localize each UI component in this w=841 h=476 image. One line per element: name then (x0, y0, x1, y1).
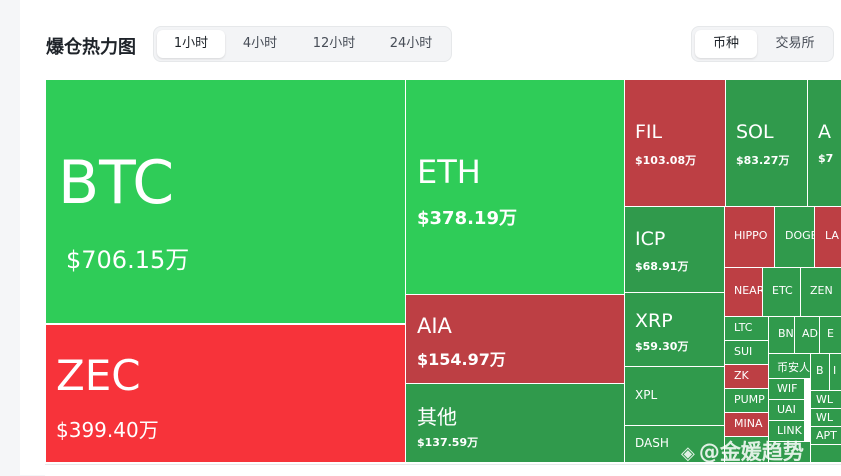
tile-pump[interactable]: PUMP (724, 388, 769, 413)
tile-symbol: SUI (734, 345, 753, 358)
tile-zk[interactable]: ZK (724, 364, 769, 389)
tile-symbol: B (816, 364, 824, 377)
tab-12h[interactable]: 12小时 (312, 36, 356, 51)
tile-zec[interactable]: ZEC $399.40万 (45, 324, 406, 462)
tile-wl-1[interactable]: WL (810, 390, 841, 409)
tile-others[interactable]: 其他 $137.59万 (405, 383, 625, 462)
tile-filler-3 (810, 444, 841, 462)
tile-symbol: BTC (58, 148, 175, 218)
tile-symbol: WL (816, 411, 834, 424)
tile-symbol: ETH (417, 153, 481, 191)
tile-amount: $59.30万 (635, 340, 689, 353)
tile-symbol: E (827, 327, 834, 340)
tile-amount: $103.08万 (635, 154, 697, 167)
tile-sui[interactable]: SUI (724, 340, 769, 365)
tile-symbol: XPL (635, 388, 658, 402)
tile-symbol: FIL (635, 121, 663, 143)
tile-aia[interactable]: AIA $154.97万 (405, 294, 625, 384)
time-range-tabs: 1小时 4小时 12小时 24小时 (153, 26, 452, 62)
view-mode-tabs: 币种 交易所 (691, 26, 834, 62)
tab-24h[interactable]: 24小时 (389, 36, 433, 51)
tab-4h[interactable]: 4小时 (242, 36, 278, 51)
tile-icp[interactable]: ICP $68.91万 (624, 206, 725, 293)
tile-symbol: PUMP (734, 393, 765, 406)
tile-symbol: BN (778, 327, 794, 340)
tile-symbol: XRP (635, 310, 673, 332)
tile-mina[interactable]: MINA (724, 412, 769, 437)
tile-amount: $154.97万 (417, 350, 506, 369)
tile-symbol: 币安人生 (777, 361, 810, 374)
tile-ad[interactable]: AD (794, 316, 820, 354)
tile-xrp[interactable]: XRP $59.30万 (624, 292, 725, 367)
tile-a-partial[interactable]: A $7 (807, 79, 841, 207)
tile-la[interactable]: LA (814, 206, 841, 268)
tile-xpl[interactable]: XPL (624, 366, 725, 426)
tile-amount: $706.15万 (66, 246, 190, 274)
tile-symbol: SOL (736, 121, 774, 143)
tab-1h[interactable]: 1小时 (157, 30, 225, 58)
tile-zen[interactable]: ZEN (800, 267, 841, 317)
tile-symbol: ZEC (56, 351, 141, 400)
tile-near[interactable]: NEAR (724, 267, 763, 317)
tile-symbol: ZEN (810, 284, 833, 297)
tile-eth[interactable]: ETH $378.19万 (405, 79, 625, 295)
tile-symbol: A (818, 121, 831, 143)
card-bottom-edge (45, 464, 841, 476)
tile-hippo[interactable]: HIPPO (724, 206, 775, 268)
tile-apt[interactable]: APT (810, 426, 841, 445)
tile-bn[interactable]: BN (768, 316, 795, 354)
tile-symbol: WIF (777, 382, 798, 395)
tile-amount: $7 (818, 152, 834, 165)
tile-amount: $399.40万 (56, 418, 159, 442)
tile-symbol: WL (816, 393, 834, 406)
liquidation-treemap: BTC $706.15万 ZEC $399.40万 ETH $378.19万 A… (45, 79, 841, 462)
tile-symbol: I (833, 364, 837, 377)
tile-symbol: AD (802, 327, 818, 340)
tile-fil[interactable]: FIL $103.08万 (624, 79, 726, 207)
tile-doge[interactable]: DOGE (774, 206, 815, 268)
tile-symbol: ETC (772, 284, 793, 297)
tile-amount: $137.59万 (417, 436, 479, 449)
tile-symbol: UAI (777, 403, 796, 416)
watermark-text: @金媛趋势 (698, 440, 804, 464)
tile-symbol: LA (825, 229, 839, 242)
tile-symbol: ICP (635, 228, 666, 250)
tile-symbol: APT (816, 429, 837, 442)
tile-symbol: MINA (734, 417, 763, 430)
tile-wl-2[interactable]: WL (810, 408, 841, 427)
tile-symbol: LINK (777, 424, 802, 437)
watermark: ◈ @金媛趋势 (681, 436, 804, 466)
tile-symbol: 其他 (417, 405, 457, 429)
tile-amount: $68.91万 (635, 260, 689, 273)
tile-ltc[interactable]: LTC (724, 316, 769, 341)
tile-wif[interactable]: WIF (768, 378, 805, 400)
tile-amount: $378.19万 (417, 208, 517, 229)
tile-symbol: ZK (734, 369, 749, 382)
tile-filler-1 (724, 436, 769, 462)
tile-symbol: DOGE (785, 229, 815, 242)
tab-exchange[interactable]: 交易所 (775, 36, 815, 51)
tile-symbol: LTC (734, 321, 753, 334)
tile-binance-life[interactable]: 币安人生 (768, 353, 811, 379)
tile-uai[interactable]: UAI (768, 399, 805, 421)
tile-etc[interactable]: ETC (762, 267, 801, 317)
tile-symbol: HIPPO (734, 229, 768, 242)
page-title: 爆仓热力图 (46, 37, 136, 58)
tile-dash[interactable]: DASH (624, 425, 725, 462)
tile-b[interactable]: B (810, 353, 830, 391)
tile-btc[interactable]: BTC $706.15万 (45, 79, 406, 324)
diamond-logo-icon: ◈ (681, 443, 695, 464)
tab-coin[interactable]: 币种 (695, 30, 757, 58)
tile-sol[interactable]: SOL $83.27万 (725, 79, 808, 207)
tile-symbol: NEAR (734, 284, 763, 297)
tile-symbol: AIA (417, 314, 452, 338)
tile-e[interactable]: E (819, 316, 841, 354)
tile-i[interactable]: I (829, 353, 841, 391)
tile-symbol: DASH (635, 436, 669, 450)
tile-amount: $83.27万 (736, 154, 790, 167)
